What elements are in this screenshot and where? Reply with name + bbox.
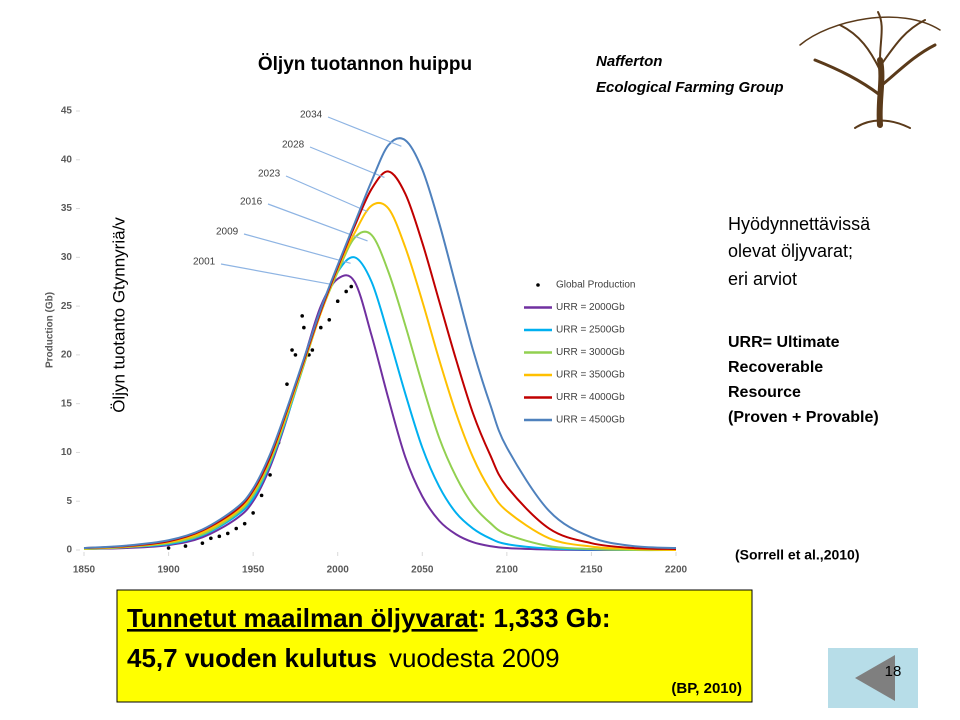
y-tick-label: 35 <box>61 203 73 214</box>
x-tick-label: 2050 <box>411 565 434 576</box>
y-tick-label: 10 <box>61 447 73 458</box>
org-name: Nafferton <box>596 53 662 70</box>
legend-marker <box>536 283 540 287</box>
urr-text: URR= Ultimate <box>728 334 840 351</box>
box-text: Tunnetut maailman öljyvarat <box>127 603 478 633</box>
peak-label: 2001 <box>193 257 216 268</box>
data-point <box>251 511 255 515</box>
data-point <box>302 325 306 330</box>
series-line <box>83 137 677 550</box>
y-tick-label: 15 <box>61 398 73 409</box>
y-tick-label: 40 <box>61 154 73 165</box>
axis-note: Öljyn tuotanto Gtynnyriä/v <box>109 217 128 413</box>
x-tick-label: 2100 <box>496 565 519 576</box>
peak-label: 2009 <box>216 227 239 238</box>
series-line <box>83 170 677 551</box>
data-point <box>285 382 289 386</box>
data-point <box>327 317 332 322</box>
series-line <box>83 230 677 552</box>
y-axis-label: Production (Gb) <box>45 292 56 368</box>
urr-text: Resource <box>728 384 801 401</box>
y-tick-label: 0 <box>66 545 72 556</box>
data-point <box>290 348 294 352</box>
y-tick-label: 5 <box>66 496 72 507</box>
legend-label: URR = 2500Gb <box>556 325 625 336</box>
page-number: 18 <box>885 663 902 680</box>
side-text: olevat öljyvarat; <box>728 241 853 261</box>
slide-title: Öljyn tuotannon huippu <box>258 54 472 75</box>
data-point <box>344 289 348 294</box>
legend-label: Global Production <box>556 280 636 291</box>
data-point <box>242 521 247 526</box>
y-tick-label: 45 <box>61 106 73 117</box>
box-text: : 1,333 Gb: <box>478 603 611 633</box>
data-point <box>217 534 222 539</box>
urr-text: (Proven + Provable) <box>728 409 879 426</box>
data-point <box>349 284 354 289</box>
leader-line <box>220 263 334 286</box>
data-point <box>183 544 188 548</box>
data-point <box>259 493 264 498</box>
leader-line <box>309 146 385 179</box>
leader-line <box>327 116 402 147</box>
tree-logo <box>799 11 941 129</box>
x-tick-label: 2150 <box>580 565 603 576</box>
data-point <box>234 526 239 531</box>
y-tick-label: 30 <box>61 252 73 263</box>
data-point <box>225 531 230 536</box>
side-text: eri arviot <box>728 269 797 289</box>
legend-label: URR = 3500Gb <box>556 370 625 381</box>
data-point <box>319 325 323 330</box>
series-line <box>83 201 677 551</box>
box-line: 45,7 vuoden kulutus vuodesta 2009 <box>127 643 560 673</box>
highlight-box <box>116 589 753 703</box>
legend-label: URR = 4000Gb <box>556 392 625 403</box>
data-point <box>200 541 205 545</box>
peak-label: 2028 <box>282 140 305 151</box>
leader-line <box>285 175 368 213</box>
peak-label: 2023 <box>258 169 281 180</box>
x-tick-label: 1850 <box>73 565 96 576</box>
peak-label: 2016 <box>240 197 263 208</box>
box-text: 45,7 vuoden kulutus <box>127 643 377 673</box>
data-point <box>268 473 272 477</box>
data-point <box>300 314 304 318</box>
chart: 0 5 10 15 20 25 30 35 40 45 1850 1900 1950 2000 2050 21… <box>45 106 688 576</box>
nav-arrow <box>855 655 895 701</box>
data-point <box>166 546 171 550</box>
data-point <box>293 353 298 357</box>
x-tick-label: 2200 <box>665 565 688 576</box>
x-tick-label: 1900 <box>157 565 180 576</box>
legend-label: URR = 4500Gb <box>556 415 625 426</box>
data-point <box>209 536 213 541</box>
data-point <box>310 348 315 352</box>
urr-text: Recoverable <box>728 359 823 376</box>
series-line <box>83 274 676 552</box>
peak-label: 2034 <box>300 110 323 121</box>
side-text: Hyödynnettävissä <box>728 214 871 234</box>
legend-label: URR = 3000Gb <box>556 347 625 358</box>
legend-label: URR = 2000Gb <box>556 302 625 313</box>
leader-line <box>243 233 351 264</box>
x-tick-label: 1950 <box>242 565 265 576</box>
box-text: vuodesta 2009 <box>389 643 560 673</box>
box-source: (BP, 2010) <box>671 680 742 697</box>
y-tick-label: 25 <box>61 301 73 312</box>
series-line <box>83 256 677 552</box>
box-line: Tunnetut maailman öljyvarat: 1,333 Gb: <box>127 603 611 633</box>
y-tick-label: 20 <box>61 350 73 361</box>
org-name: Ecological Farming Group <box>596 79 784 96</box>
data-point <box>335 299 340 304</box>
x-tick-label: 2000 <box>327 565 350 576</box>
source-text: (Sorrell et al.,2010) <box>735 547 860 563</box>
